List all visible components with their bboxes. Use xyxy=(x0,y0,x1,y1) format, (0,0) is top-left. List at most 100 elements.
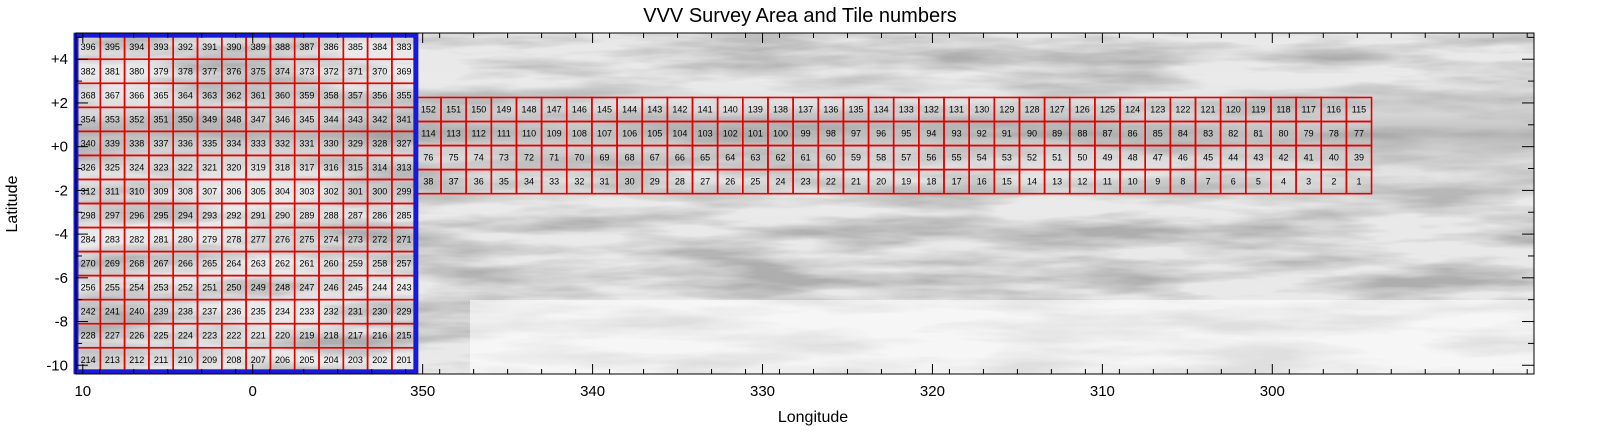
tile-number: 382 xyxy=(81,66,96,76)
tile-number: 152 xyxy=(421,105,436,115)
tile-number: 147 xyxy=(547,105,562,115)
tile-number: 222 xyxy=(226,331,241,341)
tile-number: 69 xyxy=(599,153,609,163)
tile-number: 138 xyxy=(773,105,788,115)
tile-number: 341 xyxy=(397,114,412,124)
tile-number: 338 xyxy=(129,138,144,148)
x-tick-label: 310 xyxy=(1090,383,1115,400)
tile-number: 343 xyxy=(348,114,363,124)
tile-number: 334 xyxy=(226,138,241,148)
tile-number: 226 xyxy=(129,331,144,341)
tile-grid: 396 395 394 393 392 391 390 389 388 387 386 385 384 3… xyxy=(75,34,1373,373)
tile-number: 65 xyxy=(700,153,710,163)
tile-number: 150 xyxy=(471,105,486,115)
tile-number: 32 xyxy=(574,177,584,187)
tile-number: 131 xyxy=(949,105,964,115)
tile-number: 100 xyxy=(773,129,788,139)
tile-number: 368 xyxy=(81,90,96,100)
tile-number: 124 xyxy=(1125,105,1140,115)
tile-number: 267 xyxy=(154,259,169,269)
tile-number: 113 xyxy=(446,129,460,139)
tile-number: 266 xyxy=(178,259,193,269)
tile-number: 203 xyxy=(348,355,363,365)
y-axis-label: Latitude xyxy=(4,175,21,232)
tile-number: 39 xyxy=(1354,153,1364,163)
tile-number: 145 xyxy=(597,105,612,115)
tile-number: 230 xyxy=(372,307,387,317)
tile-number: 353 xyxy=(105,114,120,124)
tile-number: 210 xyxy=(178,355,193,365)
tile-number: 306 xyxy=(226,186,241,196)
tile-number: 380 xyxy=(129,66,144,76)
tile-number: 16 xyxy=(977,177,987,187)
chart-title: VVV Survey Area and Tile numbers xyxy=(643,5,957,27)
x-tick-label: 10 xyxy=(74,383,91,400)
tile-number: 263 xyxy=(251,259,266,269)
tile-number: 141 xyxy=(698,105,713,115)
tile-number: 8 xyxy=(1180,177,1185,187)
tile-number: 258 xyxy=(372,259,387,269)
tile-number: 67 xyxy=(650,153,660,163)
tile-number: 354 xyxy=(81,114,96,124)
tile-border xyxy=(1345,168,1373,195)
tile-number: 299 xyxy=(397,186,412,196)
tile-number: 233 xyxy=(299,307,314,317)
tile-number: 55 xyxy=(952,153,962,163)
tile-number: 12 xyxy=(1077,177,1087,187)
tile-number: 370 xyxy=(372,66,387,76)
tile-number: 76 xyxy=(423,153,433,163)
tile-number: 279 xyxy=(202,235,217,245)
tile-number: 302 xyxy=(324,186,339,196)
tile-number: 358 xyxy=(324,90,339,100)
tile-number: 61 xyxy=(801,153,811,163)
y-tick-label: -8 xyxy=(55,314,68,331)
tile-number: 223 xyxy=(202,331,217,341)
tile-number: 126 xyxy=(1075,105,1090,115)
tile-number: 64 xyxy=(725,153,735,163)
tile-number: 114 xyxy=(421,129,435,139)
tile-number: 23 xyxy=(801,177,811,187)
tile-number: 215 xyxy=(397,331,412,341)
tile-number: 280 xyxy=(178,235,193,245)
tile-number: 259 xyxy=(348,259,363,269)
tile-number: 275 xyxy=(299,235,314,245)
tile-number: 123 xyxy=(1150,105,1165,115)
tile-number: 31 xyxy=(599,177,609,187)
tile-number: 349 xyxy=(202,114,217,124)
tile-number: 208 xyxy=(226,355,241,365)
tile-number: 305 xyxy=(251,186,266,196)
tile-number: 294 xyxy=(178,211,193,221)
tile-number: 396 xyxy=(81,42,96,52)
tile-number: 243 xyxy=(397,283,412,293)
tile-number: 18 xyxy=(926,177,936,187)
tile-number: 308 xyxy=(178,186,193,196)
tile-number: 248 xyxy=(275,283,290,293)
tile-number: 342 xyxy=(372,114,387,124)
tile-number: 327 xyxy=(397,138,412,148)
tile-number: 3 xyxy=(1306,177,1311,187)
tile-number: 357 xyxy=(348,90,363,100)
tile-number: 139 xyxy=(748,105,763,115)
tile-number: 379 xyxy=(154,66,169,76)
tile-number: 217 xyxy=(348,331,363,341)
tile-number: 92 xyxy=(977,129,987,139)
tile-number: 132 xyxy=(924,105,939,115)
tile-number: 87 xyxy=(1102,129,1112,139)
tile-number: 28 xyxy=(675,177,685,187)
tile-number: 296 xyxy=(129,211,144,221)
tile-number: 301 xyxy=(348,186,363,196)
tile-number: 331 xyxy=(299,138,314,148)
tile-number: 42 xyxy=(1279,153,1289,163)
tile-number: 321 xyxy=(202,162,217,172)
tile-number: 340 xyxy=(81,138,96,148)
tile-number: 136 xyxy=(823,105,838,115)
tile-number: 249 xyxy=(251,283,266,293)
tile-number: 102 xyxy=(723,129,738,139)
tile-number: 212 xyxy=(129,355,144,365)
tile-number: 109 xyxy=(547,129,562,139)
tile-number: 332 xyxy=(275,138,290,148)
tile-number: 106 xyxy=(622,129,637,139)
tile-number: 232 xyxy=(324,307,339,317)
tile-number: 360 xyxy=(275,90,290,100)
tile-number: 135 xyxy=(848,105,863,115)
